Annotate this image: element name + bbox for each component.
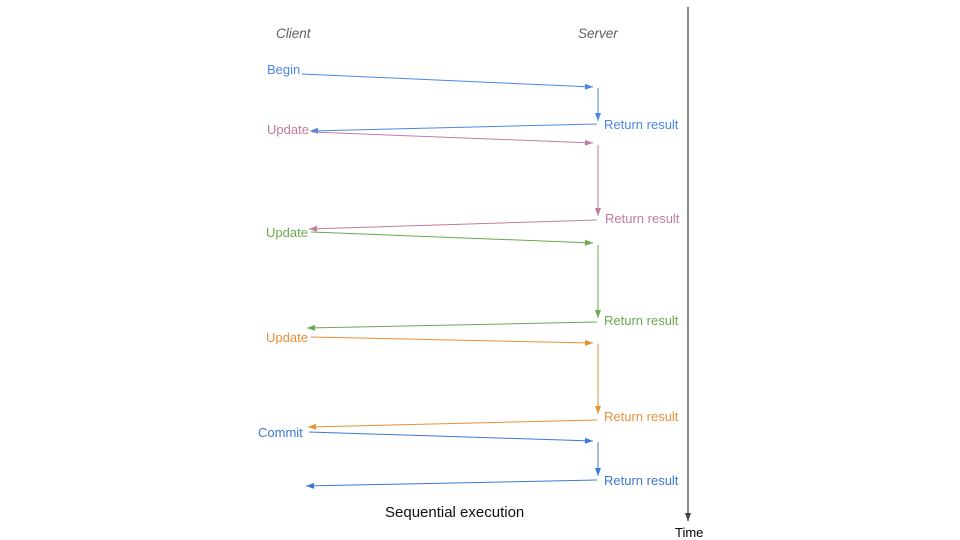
arrowhead — [595, 208, 601, 216]
commit-return-arrow — [305, 479, 598, 487]
update-3-request-arrow — [310, 336, 594, 344]
arrowhead — [595, 113, 601, 121]
arrowhead — [310, 127, 319, 134]
arrowhead — [306, 482, 315, 489]
update-1-request-arrow — [311, 131, 594, 144]
update-2-label: Update — [266, 225, 308, 240]
update-1-return-arrow — [308, 219, 598, 230]
arrowhead — [584, 239, 593, 246]
arrowhead — [309, 225, 318, 232]
update-2-return-label: Return result — [604, 313, 679, 328]
arrowhead — [584, 339, 593, 346]
begin-return-arrow — [309, 123, 598, 132]
commit-return-label: Return result — [604, 473, 679, 488]
operation-begin-group — [301, 73, 601, 134]
arrowhead — [584, 139, 593, 146]
begin-request-arrow — [301, 73, 594, 88]
update-1-return-label: Return result — [605, 211, 680, 226]
commit-request-arrow — [308, 431, 594, 442]
update-3-return-label: Return result — [604, 409, 679, 424]
arrowhead — [685, 513, 691, 521]
update-3-label: Update — [266, 330, 308, 345]
begin-label: Begin — [267, 62, 301, 77]
arrowhead — [584, 83, 593, 90]
diagram-caption: Sequential execution — [385, 504, 525, 521]
arrowhead — [595, 468, 601, 476]
update-2-return-arrow — [306, 321, 598, 329]
update-1-label: Update — [267, 122, 309, 137]
arrowhead — [595, 310, 601, 318]
server-column-label: Server — [578, 26, 618, 41]
update-2-request-arrow — [310, 231, 594, 244]
arrowhead — [584, 437, 593, 444]
operation-update-1-group — [308, 131, 601, 232]
commit-label: Commit — [258, 425, 303, 440]
time-axis — [685, 7, 691, 521]
begin-return-label: Return result — [604, 117, 679, 132]
operation-commit-group — [305, 431, 601, 489]
time-axis-label: Time — [675, 525, 704, 540]
arrowhead — [307, 324, 316, 331]
operation-update-2-group — [306, 231, 601, 331]
update-3-return-arrow — [307, 419, 598, 428]
arrowhead — [308, 423, 317, 430]
operation-update-3-group — [307, 336, 601, 430]
arrowhead — [595, 406, 601, 414]
client-column-label: Client — [276, 26, 311, 41]
